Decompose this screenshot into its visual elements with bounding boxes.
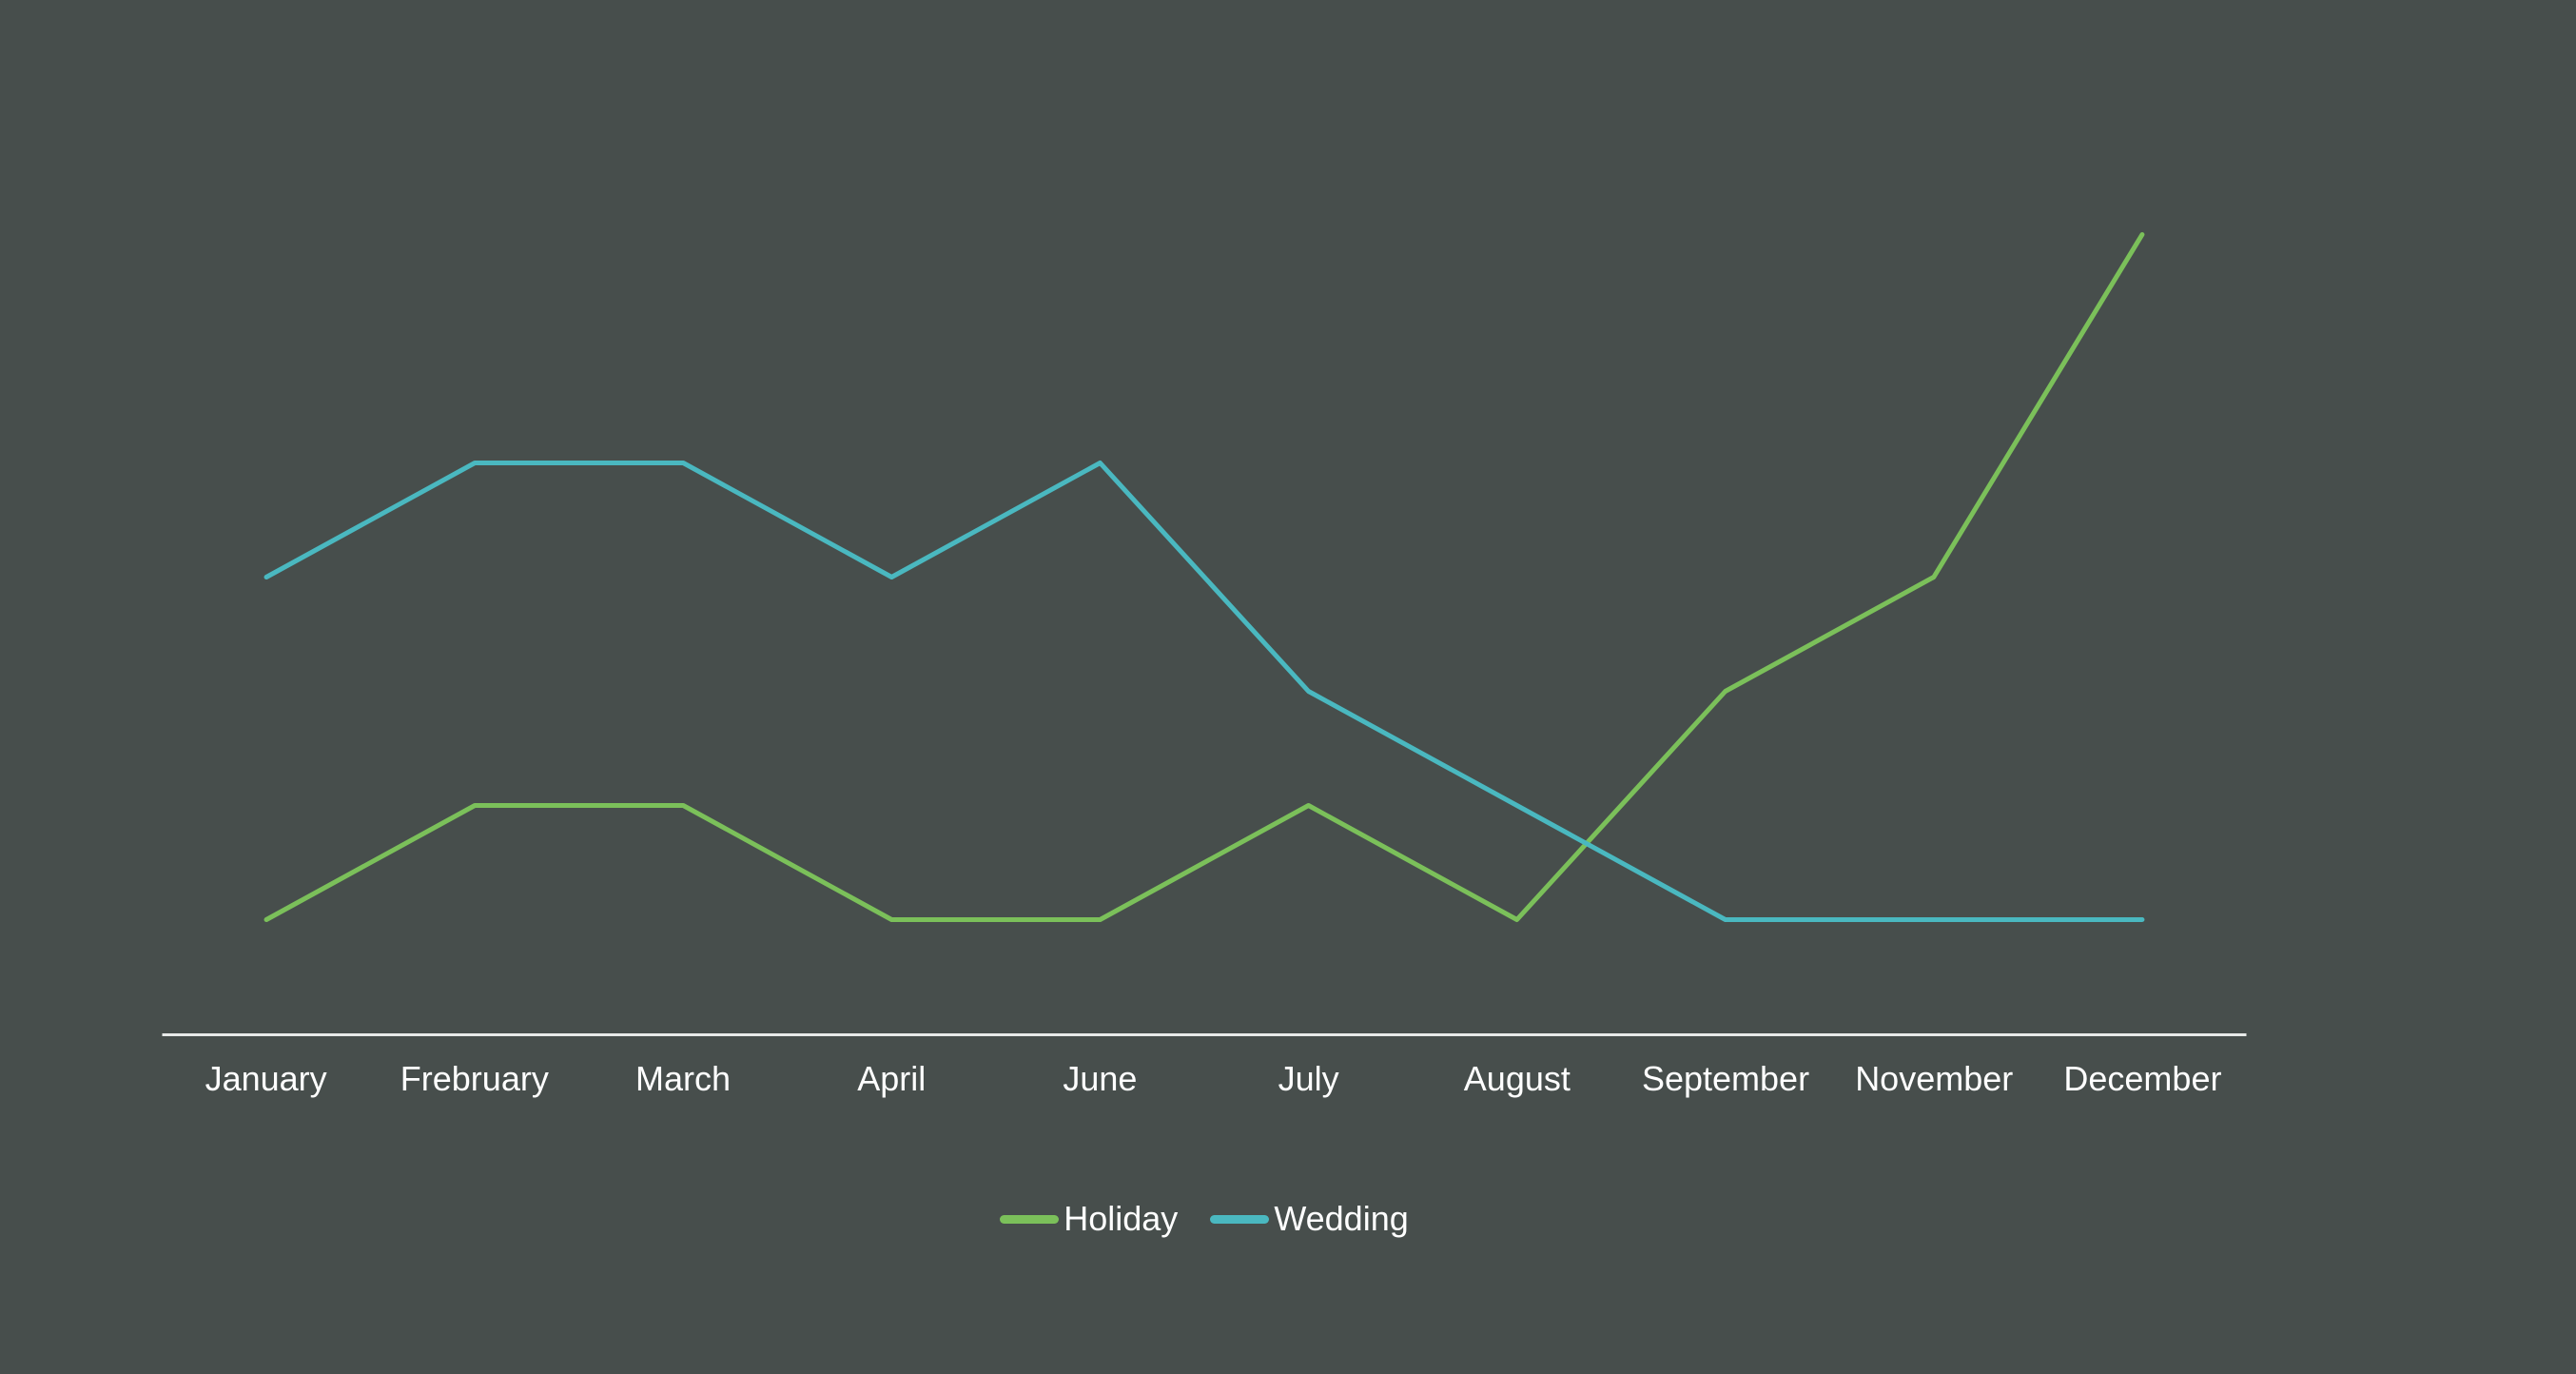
x-axis-label-july: July (1278, 1059, 1339, 1098)
x-axis-label-june: June (1063, 1059, 1138, 1098)
x-axis-label-september: September (1641, 1059, 1810, 1098)
x-axis-label-november: November (1855, 1059, 2014, 1098)
x-axis-label-april: April (857, 1059, 927, 1098)
legend-label-holiday: Holiday (1064, 1199, 1179, 1238)
legend-swatch-holiday (1000, 1214, 1060, 1224)
legend-item-wedding: Wedding (1210, 1197, 1409, 1241)
legend-item-holiday: Holiday (1000, 1197, 1178, 1241)
x-axis-label-january: January (205, 1059, 327, 1098)
legend-swatch-wedding (1210, 1214, 1270, 1224)
series-line-holiday (263, 232, 2145, 922)
legend-label-wedding: Wedding (1274, 1199, 1409, 1238)
chart-legend: Holiday Wedding (162, 1197, 2247, 1241)
x-axis-label-frebruary: Frebruary (400, 1059, 549, 1098)
series-line-wedding (263, 461, 2145, 922)
x-axis-label-march: March (634, 1059, 732, 1098)
x-axis-label-august: August (1463, 1059, 1571, 1098)
x-axis-labels: January Frebruary March April June July … (162, 1056, 2247, 1102)
x-axis-label-december: December (2063, 1059, 2222, 1098)
